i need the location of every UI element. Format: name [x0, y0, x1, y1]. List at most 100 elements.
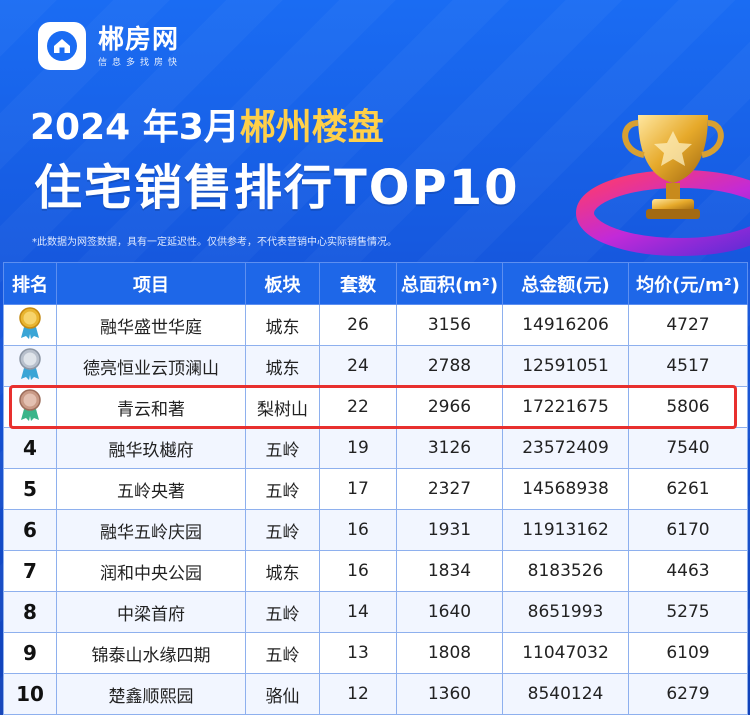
units-cell: 17 [319, 468, 397, 510]
table-row: 5 五岭央著 五岭 17 2327 14568938 6261 [3, 468, 748, 510]
rank-cell: 3 [3, 386, 57, 428]
brand-logo: 郴房网 信息多找房快 [38, 22, 182, 70]
avg-price-cell: 4517 [628, 345, 748, 387]
area-cell: 五岭 [245, 427, 320, 469]
brand-name: 郴房网 [98, 24, 180, 55]
col-header-project: 项目 [56, 262, 246, 305]
rank-cell: 7 [3, 550, 57, 592]
project-cell: 中梁首府 [56, 591, 246, 633]
rank-cell: 2 [3, 345, 57, 387]
area-cell: 五岭 [245, 509, 320, 551]
house-icon [38, 22, 86, 70]
brand-slogan: 信息多找房快 [98, 57, 183, 68]
total-amount-cell: 8651993 [502, 591, 629, 633]
table-row: 1 融华盛世华庭 城东 26 3156 14916206 4727 [3, 304, 748, 346]
col-header-area: 板块 [245, 262, 320, 305]
project-cell: 青云和著 [56, 386, 246, 428]
table-row: 8 中梁首府 五岭 14 1640 8651993 5275 [3, 591, 748, 633]
project-cell: 融华玖樾府 [56, 427, 246, 469]
avg-price-cell: 5806 [628, 386, 748, 428]
total-amount-cell: 23572409 [502, 427, 629, 469]
col-header-total-amount: 总金额(元) [502, 262, 629, 305]
avg-price-cell: 6261 [628, 468, 748, 510]
total-area-cell: 3156 [396, 304, 503, 346]
rank-cell: 1 [3, 304, 57, 346]
header: 郴房网 信息多找房快 2024 年3月郴州楼盘 住宅销售排行TOP10 *此数据… [0, 0, 750, 262]
table-header-row: 排名 项目 板块 套数 总面积(m²) 总金额(元) 均价(元/m²) [3, 262, 748, 305]
total-area-cell: 2788 [396, 345, 503, 387]
avg-price-cell: 6279 [628, 673, 748, 715]
table-row: 9 锦泰山水缘四期 五岭 13 1808 11047032 6109 [3, 632, 748, 674]
project-cell: 润和中央公园 [56, 550, 246, 592]
total-amount-cell: 17221675 [502, 386, 629, 428]
total-amount-cell: 11913162 [502, 509, 629, 551]
trophy-icon [560, 95, 750, 264]
rank-cell: 9 [3, 632, 57, 674]
rank-cell: 4 [3, 427, 57, 469]
col-header-total-area: 总面积(m²) [396, 262, 503, 305]
gold-medal-icon [17, 306, 43, 344]
title-city: 郴州楼盘 [239, 107, 384, 148]
project-cell: 德亮恒业云顶澜山 [56, 345, 246, 387]
rank-cell: 5 [3, 468, 57, 510]
rank-cell: 10 [3, 673, 57, 715]
col-header-avg-price: 均价(元/m²) [628, 262, 748, 305]
table-row: 7 润和中央公园 城东 16 1834 8183526 4463 [3, 550, 748, 592]
project-cell: 融华盛世华庭 [56, 304, 246, 346]
table-row: 4 融华玖樾府 五岭 19 3126 23572409 7540 [3, 427, 748, 469]
project-cell: 五岭央著 [56, 468, 246, 510]
avg-price-cell: 4727 [628, 304, 748, 346]
ranking-table: 排名 项目 板块 套数 总面积(m²) 总金额(元) 均价(元/m²) 1 融华… [3, 262, 748, 715]
table-row: 3 青云和著 梨树山 22 2966 17221675 5806 [3, 386, 748, 428]
units-cell: 12 [319, 673, 397, 715]
table-row: 6 融华五岭庆园 五岭 16 1931 11913162 6170 [3, 509, 748, 551]
units-cell: 22 [319, 386, 397, 428]
project-cell: 锦泰山水缘四期 [56, 632, 246, 674]
area-cell: 骆仙 [245, 673, 320, 715]
project-cell: 融华五岭庆园 [56, 509, 246, 551]
area-cell: 城东 [245, 550, 320, 592]
bronze-medal-icon [17, 388, 43, 426]
units-cell: 26 [319, 304, 397, 346]
total-area-cell: 2966 [396, 386, 503, 428]
project-cell: 楚鑫顺熙园 [56, 673, 246, 715]
title-year-month: 2024 年3月 [30, 107, 240, 148]
units-cell: 13 [319, 632, 397, 674]
total-area-cell: 1931 [396, 509, 503, 551]
avg-price-cell: 4463 [628, 550, 748, 592]
units-cell: 19 [319, 427, 397, 469]
total-area-cell: 1808 [396, 632, 503, 674]
table-row: 2 德亮恒业云顶澜山 城东 24 2788 12591051 4517 [3, 345, 748, 387]
total-area-cell: 1834 [396, 550, 503, 592]
total-amount-cell: 11047032 [502, 632, 629, 674]
disclaimer-note: *此数据为网签数据，具有一定延迟性。仅供参考，不代表营销中心实际销售情况。 [32, 237, 397, 248]
col-header-rank: 排名 [3, 262, 57, 305]
area-cell: 城东 [245, 345, 320, 387]
table-row: 10 楚鑫顺熙园 骆仙 12 1360 8540124 6279 [3, 673, 748, 715]
total-amount-cell: 14568938 [502, 468, 629, 510]
units-cell: 24 [319, 345, 397, 387]
area-cell: 五岭 [245, 591, 320, 633]
units-cell: 16 [319, 550, 397, 592]
total-area-cell: 1360 [396, 673, 503, 715]
rank-cell: 6 [3, 509, 57, 551]
silver-medal-icon [17, 347, 43, 385]
title-line-1: 2024 年3月郴州楼盘 [30, 98, 384, 150]
total-amount-cell: 12591051 [502, 345, 629, 387]
units-cell: 16 [319, 509, 397, 551]
area-cell: 梨树山 [245, 386, 320, 428]
area-cell: 城东 [245, 304, 320, 346]
area-cell: 五岭 [245, 632, 320, 674]
avg-price-cell: 6170 [628, 509, 748, 551]
avg-price-cell: 7540 [628, 427, 748, 469]
col-header-units: 套数 [319, 262, 397, 305]
avg-price-cell: 5275 [628, 591, 748, 633]
total-area-cell: 1640 [396, 591, 503, 633]
total-amount-cell: 14916206 [502, 304, 629, 346]
total-amount-cell: 8183526 [502, 550, 629, 592]
total-area-cell: 2327 [396, 468, 503, 510]
avg-price-cell: 6109 [628, 632, 748, 674]
rank-cell: 8 [3, 591, 57, 633]
total-amount-cell: 8540124 [502, 673, 629, 715]
